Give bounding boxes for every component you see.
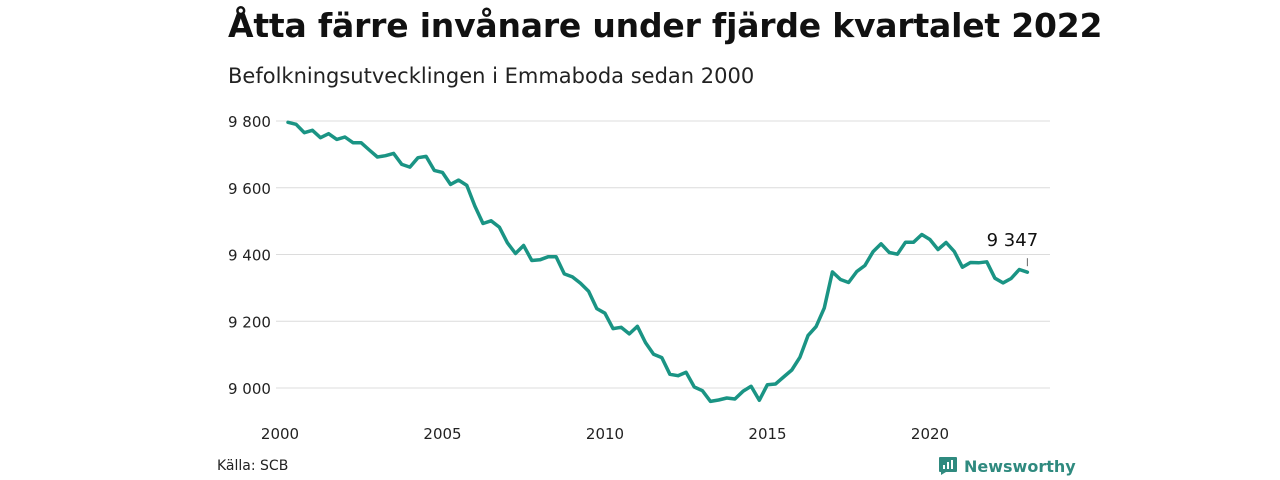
y-tick-label: 9 200 (228, 313, 271, 331)
y-tick-label: 9 000 (228, 380, 271, 398)
x-tick-label: 2005 (423, 425, 461, 443)
x-axis-ticks: 2000 2005 2010 2015 2020 (261, 425, 949, 443)
end-value-label: 9 347 (987, 230, 1039, 251)
chart-title: Åtta färre invånare under fjärde kvartal… (228, 6, 1103, 45)
population-line (286, 120, 1030, 404)
grid-lines (276, 120, 1050, 389)
x-tick-label: 2015 (748, 425, 786, 443)
brand-logo[interactable]: Newsworthy (938, 456, 1076, 476)
x-tick-label: 2020 (911, 425, 949, 443)
y-tick-label: 9 400 (228, 247, 271, 265)
source-label: Källa: SCB (217, 458, 289, 474)
y-axis-ticks: 9 000 9 200 9 400 9 600 9 800 (228, 113, 271, 398)
x-tick-label: 2000 (261, 425, 299, 443)
newsworthy-icon (939, 457, 957, 475)
y-tick-label: 9 600 (228, 180, 271, 198)
x-tick-label: 2010 (586, 425, 624, 443)
y-tick-label: 9 800 (228, 113, 271, 131)
brand-name: Newsworthy (964, 456, 1076, 476)
chart-subtitle: Befolkningsutvecklingen i Emmaboda sedan… (228, 64, 755, 88)
